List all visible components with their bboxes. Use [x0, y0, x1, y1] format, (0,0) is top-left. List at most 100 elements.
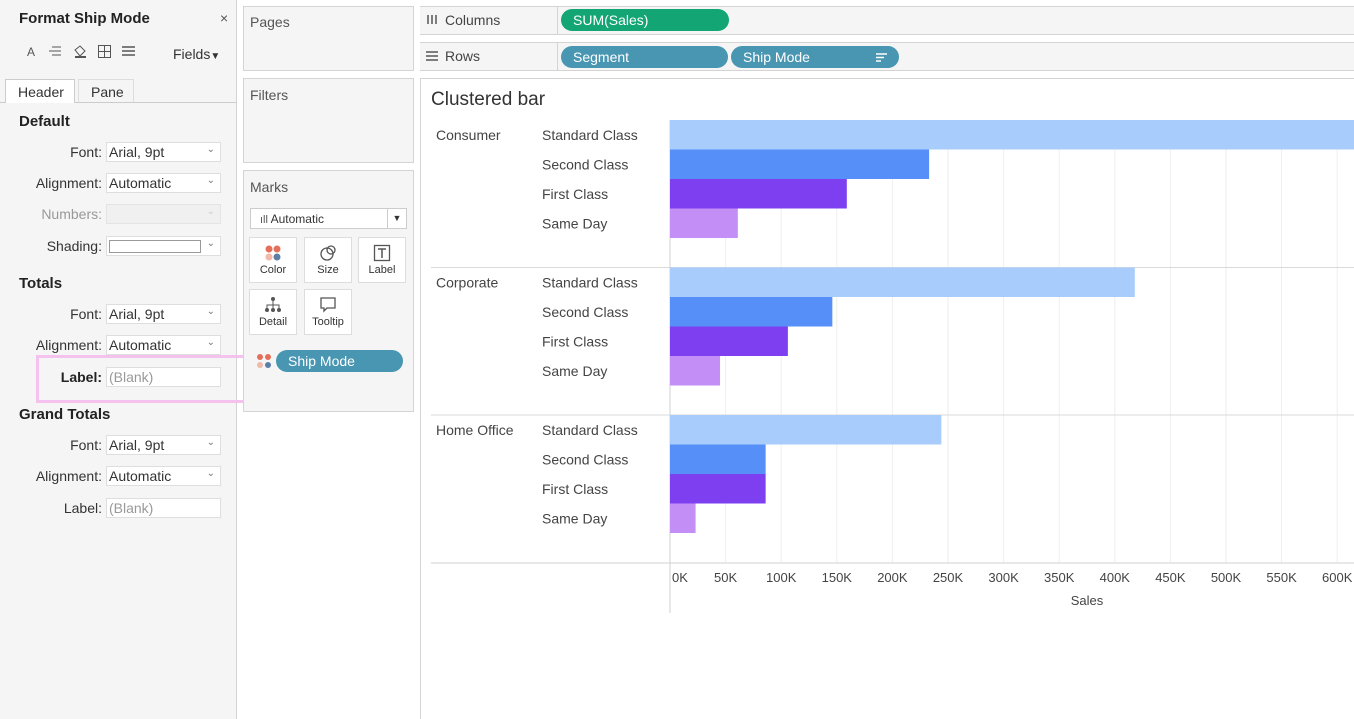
x-tick-label: 100K: [766, 570, 797, 585]
bar: [670, 326, 788, 356]
chevron-down-icon: ⌄: [206, 306, 215, 317]
x-tick-label: 250K: [933, 570, 964, 585]
color-icon: [250, 244, 296, 264]
totals-font-dropdown[interactable]: Arial, 9pt ⌄: [106, 304, 221, 324]
chevron-down-icon: ⌄: [206, 337, 215, 348]
label-icon: [359, 244, 405, 264]
x-tick-label: 450K: [1155, 570, 1186, 585]
chevron-down-icon: ⌄: [206, 144, 215, 155]
size-button[interactable]: Size: [304, 237, 352, 283]
format-pane: [0, 0, 237, 719]
category-label: Standard Class: [542, 422, 638, 438]
borders-icon[interactable]: [98, 45, 111, 61]
color-button-label: Color: [259, 264, 287, 276]
grand-totals-label-input[interactable]: (Blank): [106, 498, 221, 518]
totals-alignment-dropdown[interactable]: Automatic ⌄: [106, 335, 221, 355]
detail-button-label: Detail: [258, 316, 288, 328]
totals-label-input[interactable]: (Blank): [106, 367, 221, 387]
grand-totals-alignment-label: Alignment:: [35, 468, 102, 484]
ship-mode-rows-pill-label: Ship Mode: [743, 49, 810, 65]
fields-label: Fields: [173, 46, 211, 62]
ship-mode-rows-pill[interactable]: Ship Mode: [731, 46, 899, 68]
tooltip-icon: [305, 296, 351, 316]
label-button-label: Label: [368, 264, 396, 276]
totals-label-label: Label:: [60, 369, 102, 385]
label-button[interactable]: Label: [358, 237, 406, 283]
worksheet-title: Clustered bar: [431, 89, 546, 110]
bar: [670, 503, 696, 533]
ship-mode-color-pill-label: Ship Mode: [288, 353, 355, 369]
tab-header[interactable]: Header: [5, 79, 75, 103]
filters-card[interactable]: Filters: [243, 78, 414, 163]
shading-swatch: [109, 240, 201, 253]
mark-type-dropdown[interactable]: ıll Automatic ▼: [250, 208, 407, 229]
default-alignment-dropdown[interactable]: Automatic ⌄: [106, 173, 221, 193]
x-tick-label: 400K: [1100, 570, 1131, 585]
category-label: First Class: [542, 334, 608, 350]
category-label: Second Class: [542, 452, 628, 468]
group-label: Home Office: [436, 422, 514, 438]
pages-card[interactable]: Pages: [243, 6, 414, 71]
font-icon[interactable]: A: [27, 45, 36, 59]
bar: [670, 356, 721, 386]
mark-type-value: Automatic: [270, 212, 324, 226]
size-icon: [305, 244, 351, 264]
color-button[interactable]: Color: [249, 237, 297, 283]
category-label: Standard Class: [542, 275, 638, 291]
grand-totals-font-dropdown[interactable]: Arial, 9pt ⌄: [106, 435, 221, 455]
chevron-down-icon: ⌄: [206, 206, 215, 217]
close-icon[interactable]: ×: [220, 10, 229, 26]
bar: [670, 267, 1135, 297]
caret-down-icon: ▼: [387, 209, 406, 228]
x-tick-label: 50K: [714, 570, 737, 585]
ship-mode-color-pill[interactable]: Ship Mode: [276, 350, 403, 372]
bar: [670, 149, 930, 179]
color-encoding-icon: [256, 353, 272, 372]
tab-pane[interactable]: Pane: [78, 79, 134, 103]
section-grand-totals-title: Grand Totals: [19, 406, 111, 423]
tooltip-button-label: Tooltip: [312, 316, 344, 328]
category-label: Same Day: [542, 511, 607, 527]
default-font-dropdown[interactable]: Arial, 9pt ⌄: [106, 142, 221, 162]
group-label: Consumer: [436, 127, 501, 143]
category-label: Same Day: [542, 363, 607, 379]
grand-totals-font-label: Font:: [70, 437, 102, 453]
totals-font-value: Arial, 9pt: [109, 306, 165, 322]
x-tick-label: 550K: [1266, 570, 1297, 585]
default-font-value: Arial, 9pt: [109, 144, 165, 160]
tooltip-button[interactable]: Tooltip: [304, 289, 352, 335]
totals-font-label: Font:: [70, 306, 102, 322]
fields-dropdown[interactable]: Fields▼: [173, 46, 220, 62]
default-shading-dropdown[interactable]: ⌄: [106, 236, 221, 256]
bar: [670, 179, 847, 209]
columns-shelf-label: Columns: [445, 12, 501, 28]
x-tick-label: 150K: [822, 570, 853, 585]
pages-title: Pages: [250, 14, 290, 30]
default-alignment-label: Alignment:: [35, 175, 102, 191]
totals-alignment-label: Alignment:: [35, 337, 102, 353]
section-default-title: Default: [19, 113, 70, 130]
bar: [670, 474, 766, 504]
totals-label-placeholder: (Blank): [109, 369, 154, 385]
x-axis-title: Sales: [1071, 593, 1104, 608]
lines-icon[interactable]: [122, 45, 135, 60]
columns-icon: [426, 12, 438, 28]
tab-pane-label: Pane: [91, 84, 124, 100]
align-icon[interactable]: [49, 45, 62, 60]
x-tick-label: 500K: [1211, 570, 1242, 585]
section-totals-title: Totals: [19, 275, 63, 292]
default-numbers-dropdown: ⌄: [106, 204, 221, 224]
category-label: Second Class: [542, 304, 628, 320]
grand-totals-alignment-dropdown[interactable]: Automatic ⌄: [106, 466, 221, 486]
default-shading-label: Shading:: [46, 238, 102, 254]
default-alignment-value: Automatic: [109, 175, 172, 191]
detail-icon: [250, 296, 296, 316]
bar: [670, 297, 833, 327]
group-label: Corporate: [436, 275, 498, 291]
caret-down-icon: ▼: [210, 51, 221, 62]
segment-pill[interactable]: Segment: [561, 46, 728, 68]
grand-totals-label-label: Label:: [63, 500, 102, 516]
shading-icon[interactable]: [73, 45, 87, 61]
detail-button[interactable]: Detail: [249, 289, 297, 335]
sum-sales-pill[interactable]: SUM(Sales): [561, 9, 729, 31]
